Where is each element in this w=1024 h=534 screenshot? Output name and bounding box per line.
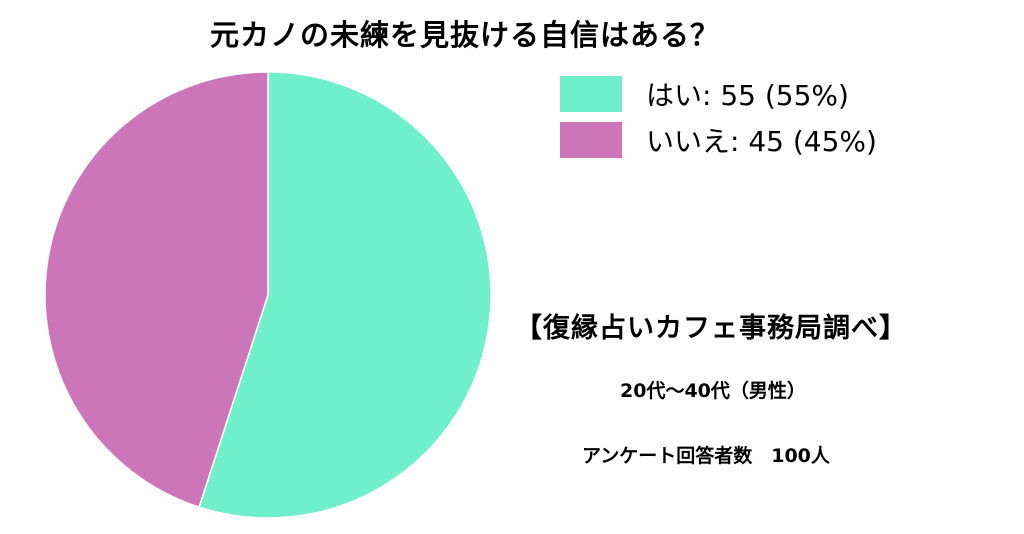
legend: はい: 55 (55%) いいえ: 45 (45%) xyxy=(560,72,877,164)
legend-item-yes: はい: 55 (55%) xyxy=(560,72,877,116)
survey-respondents: アンケート回答者数 100人 xyxy=(582,445,830,467)
legend-label-no: いいえ: 45 (45%) xyxy=(646,125,877,158)
chart-title: 元カノの未練を見抜ける自信はある？ xyxy=(209,18,720,52)
legend-label-yes: はい: 55 (55%) xyxy=(646,79,849,112)
pie-slice-no xyxy=(44,71,269,509)
legend-swatch-yes xyxy=(560,76,622,112)
legend-item-no: いいえ: 45 (45%) xyxy=(560,118,877,162)
pie-slice-yes xyxy=(198,71,492,519)
survey-source: 【復縁占いカフェ事務局調べ】 xyxy=(515,313,907,344)
survey-age-range: 20代〜40代（男性） xyxy=(620,380,806,402)
legend-swatch-no xyxy=(560,122,622,158)
